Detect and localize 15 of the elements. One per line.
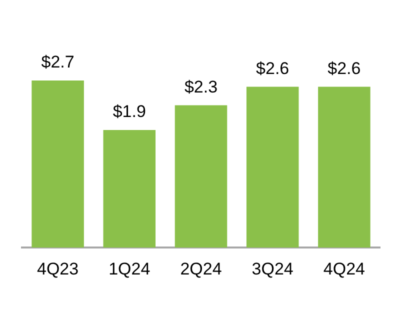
data-label: $2.6 <box>256 58 290 78</box>
bar <box>174 105 228 248</box>
x-tick-label: 4Q24 <box>323 259 365 278</box>
x-tick-label: 2Q24 <box>180 259 222 278</box>
data-label: $2.6 <box>328 58 361 78</box>
bar <box>246 86 299 248</box>
bar <box>103 130 156 248</box>
data-label: $2.3 <box>184 77 218 96</box>
x-tick-label: 4Q23 <box>37 259 79 278</box>
x-tick-label: 3Q24 <box>252 259 294 278</box>
bar <box>32 80 84 248</box>
data-label: $1.9 <box>112 102 146 122</box>
data-label: $2.7 <box>41 52 74 72</box>
bar <box>318 86 370 248</box>
x-tick-label: 1Q24 <box>108 259 150 278</box>
